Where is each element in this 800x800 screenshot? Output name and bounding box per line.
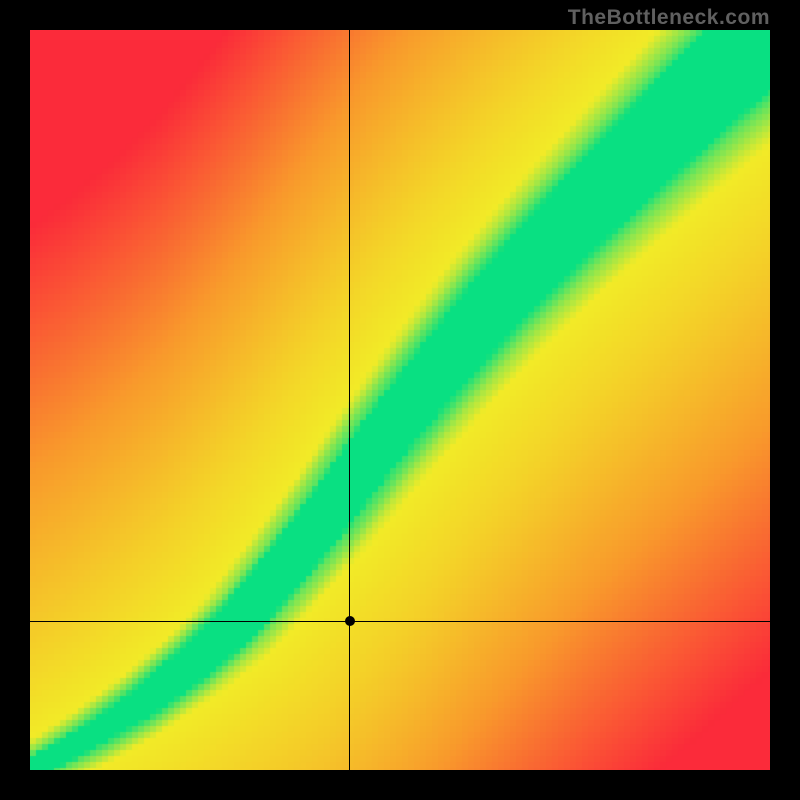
crosshair-vertical	[349, 30, 350, 770]
chart-container: TheBottleneck.com	[0, 0, 800, 800]
watermark-text: TheBottleneck.com	[568, 6, 770, 30]
crosshair-marker[interactable]	[345, 616, 355, 626]
heatmap-canvas	[30, 30, 770, 770]
crosshair-horizontal	[30, 621, 770, 622]
plot-area	[30, 30, 770, 770]
